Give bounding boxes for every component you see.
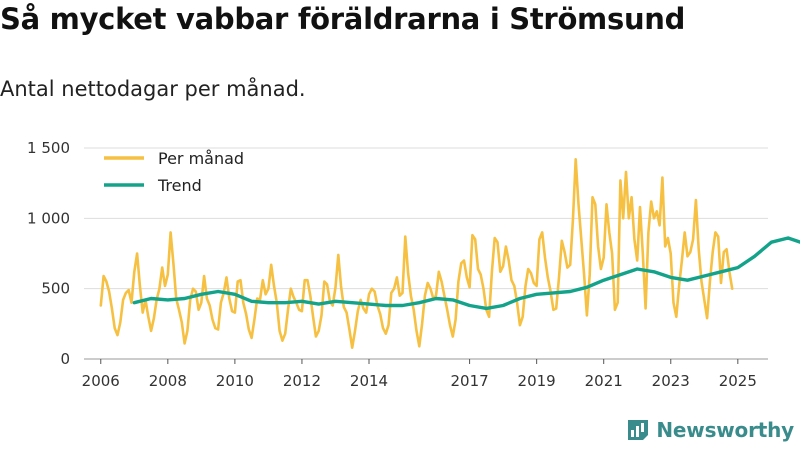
x-tick-label: 2014: [350, 372, 388, 390]
axes: 0 500 1 000 1 500 2006 2008 2010 2012 2014 2017 20…: [27, 139, 757, 390]
x-tick-label: 2019: [518, 372, 556, 390]
brand-logo: Newsworthy: [626, 418, 794, 442]
y-tick-label: 500: [41, 280, 70, 298]
y-tick-label: 1 500: [27, 139, 70, 157]
newsworthy-logo-icon: [628, 420, 649, 440]
x-tick-label: 2008: [149, 372, 187, 390]
series-lines: [99, 158, 800, 350]
x-tick-label: 2010: [216, 372, 254, 390]
legend: Per månad Trend: [104, 149, 244, 195]
x-tick-label: 2021: [585, 372, 623, 390]
x-tick-label: 2012: [283, 372, 321, 390]
y-tick-label: 0: [60, 350, 70, 368]
brand-name: Newsworthy: [656, 418, 794, 442]
legend-label: Per månad: [158, 149, 244, 168]
series-line-trend: [132, 236, 800, 311]
x-tick-label: 2017: [450, 372, 488, 390]
chart-title: Så mycket vabbar föräldrarna i Strömsund: [0, 2, 686, 36]
y-tick-label: 1 000: [27, 209, 70, 227]
legend-label: Trend: [157, 176, 202, 195]
x-tick-label: 2025: [719, 372, 757, 390]
series-line-per-manad: [99, 158, 734, 350]
x-tick-label: 2006: [82, 372, 120, 390]
x-tick-label: 2023: [652, 372, 690, 390]
chart-subtitle: Antal nettodagar per månad.: [0, 77, 306, 101]
